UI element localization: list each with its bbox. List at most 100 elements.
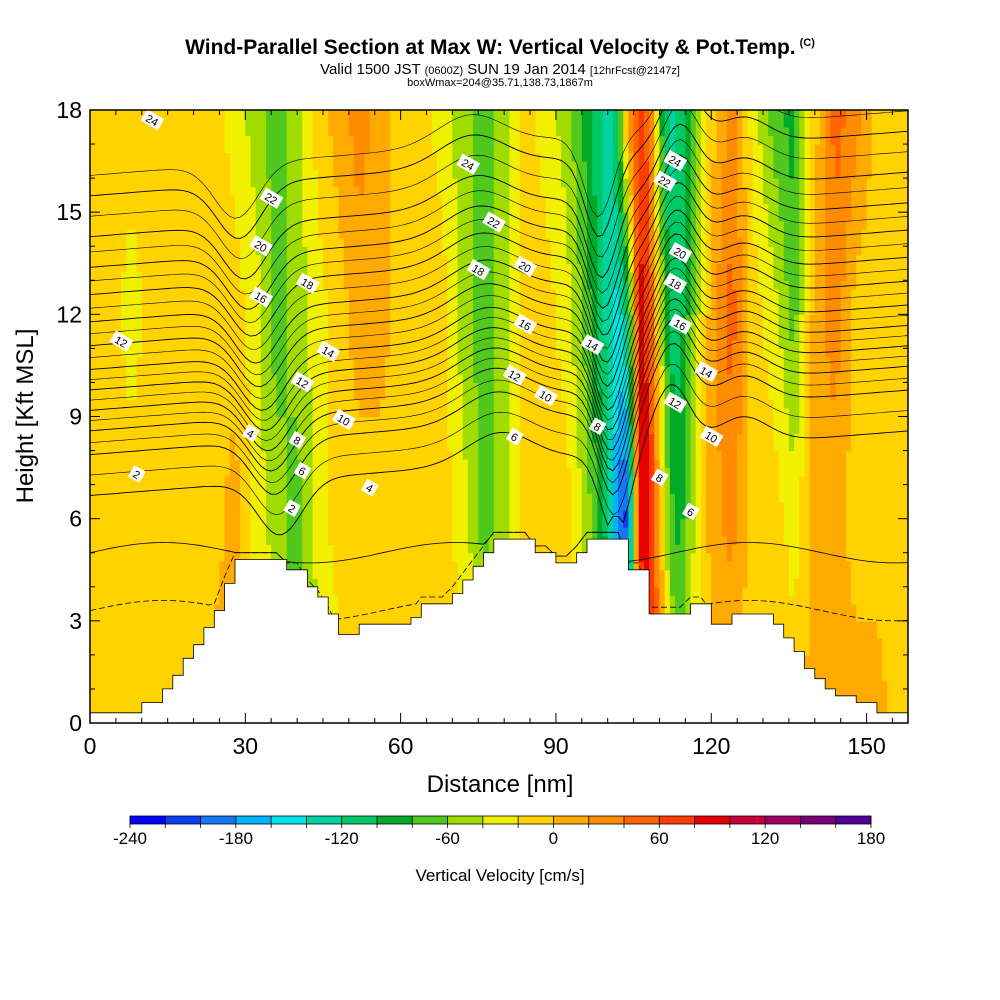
velocity-cell [110, 697, 117, 707]
velocity-cell [100, 144, 107, 154]
velocity-cell [416, 569, 422, 579]
velocity-cell [203, 331, 210, 341]
velocity-cell [214, 407, 221, 418]
velocity-cell [95, 390, 101, 401]
velocity-cell [90, 254, 96, 264]
velocity-cell [291, 178, 298, 188]
velocity-cell [385, 161, 391, 171]
velocity-cell [183, 620, 189, 630]
velocity-cell [240, 425, 246, 435]
velocity-cell [131, 314, 138, 324]
velocity-cell [167, 314, 174, 324]
velocity-cell [338, 254, 345, 264]
velocity-cell [110, 280, 117, 290]
velocity-cell [178, 169, 184, 179]
velocity-cell [245, 246, 252, 256]
velocity-cell [343, 493, 350, 503]
velocity-cell [281, 535, 288, 545]
velocity-cell [90, 612, 96, 622]
velocity-cell [198, 110, 205, 120]
velocity-cell [178, 654, 184, 664]
velocity-cell [281, 144, 288, 154]
velocity-cell [369, 314, 376, 324]
velocity-cell [410, 152, 417, 162]
velocity-cell [260, 467, 267, 477]
velocity-cell [245, 237, 252, 247]
velocity-cell [338, 493, 345, 503]
velocity-cell [436, 237, 443, 247]
velocity-cell [100, 663, 107, 673]
velocity-cell [369, 390, 376, 401]
velocity-cell [421, 569, 428, 579]
velocity-cell [126, 459, 133, 469]
velocity-cell [121, 705, 127, 716]
velocity-cell [136, 229, 143, 239]
velocity-cell [90, 390, 96, 401]
velocity-cell [421, 169, 428, 179]
velocity-cell [162, 612, 169, 622]
velocity-cell [172, 467, 179, 477]
velocity-cell [266, 518, 272, 528]
velocity-cell [240, 229, 246, 239]
velocity-cell [442, 552, 448, 562]
velocity-cell [416, 425, 422, 435]
velocity-cell [183, 297, 189, 307]
velocity-cell [110, 688, 117, 699]
velocity-cell [167, 612, 174, 622]
velocity-cell [426, 544, 433, 554]
velocity-cell [426, 237, 433, 247]
velocity-cell [167, 178, 174, 188]
velocity-cell [157, 186, 164, 196]
velocity-cell [172, 135, 179, 145]
velocity-cell [193, 186, 200, 196]
velocity-cell [312, 518, 319, 528]
velocity-cell [131, 229, 138, 239]
velocity-cell [307, 161, 314, 171]
velocity-cell [115, 144, 122, 154]
velocity-cell [100, 127, 107, 137]
velocity-cell [286, 561, 293, 571]
velocity-cell [110, 237, 117, 247]
velocity-cell [390, 569, 397, 579]
velocity-cell [224, 280, 231, 290]
velocity-cell [152, 671, 158, 682]
velocity-cell [240, 144, 246, 154]
velocity-cell [260, 510, 267, 520]
velocity-cell [203, 365, 210, 375]
velocity-cell [250, 459, 257, 469]
velocity-cell [224, 425, 231, 435]
velocity-cell [105, 178, 112, 188]
velocity-cell [343, 459, 350, 469]
velocity-cell [141, 246, 148, 256]
velocity-cell [162, 288, 169, 298]
velocity-cell [400, 169, 407, 179]
velocity-cell [183, 510, 189, 520]
velocity-cell [385, 144, 391, 154]
velocity-cell [178, 493, 184, 503]
velocity-cell [410, 297, 417, 307]
velocity-cell [214, 203, 221, 213]
velocity-cell [136, 595, 143, 605]
velocity-cell [369, 425, 376, 435]
velocity-cell [291, 544, 298, 554]
velocity-cell [136, 203, 143, 213]
velocity-cell [214, 237, 221, 247]
velocity-cell [343, 135, 350, 145]
velocity-cell [162, 212, 169, 222]
velocity-cell [385, 595, 391, 605]
velocity-cell [214, 501, 221, 511]
velocity-cell [167, 646, 174, 656]
velocity-cell [276, 365, 283, 375]
velocity-cell [188, 161, 195, 171]
velocity-cell [307, 169, 314, 179]
velocity-cell [266, 442, 272, 452]
velocity-cell [188, 246, 195, 256]
velocity-cell [364, 501, 371, 511]
velocity-cell [229, 518, 236, 528]
velocity-cell [359, 407, 365, 418]
velocity-cell [110, 399, 117, 409]
velocity-cell [266, 322, 272, 332]
velocity-cell [338, 535, 345, 545]
velocity-cell [379, 263, 386, 273]
